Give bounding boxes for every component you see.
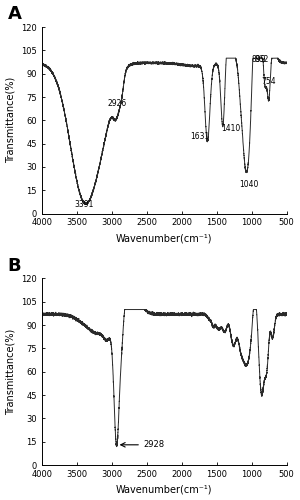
Text: 862: 862 [254, 56, 268, 64]
X-axis label: Wavenumber(cm⁻¹): Wavenumber(cm⁻¹) [116, 484, 212, 494]
Text: 899: 899 [251, 56, 266, 64]
Text: 3391: 3391 [75, 200, 94, 209]
Y-axis label: Transmittance(%): Transmittance(%) [6, 77, 16, 164]
Text: 1631: 1631 [190, 132, 210, 140]
Text: B: B [8, 256, 21, 274]
Text: A: A [8, 6, 21, 24]
Text: 754: 754 [262, 77, 276, 86]
Text: 2928: 2928 [121, 440, 165, 450]
X-axis label: Wavenumber(cm⁻¹): Wavenumber(cm⁻¹) [116, 233, 212, 243]
Text: 1040: 1040 [239, 180, 259, 189]
Text: 2926: 2926 [107, 99, 127, 108]
Y-axis label: Transmittance(%): Transmittance(%) [6, 328, 16, 415]
Text: 1410: 1410 [221, 124, 241, 133]
